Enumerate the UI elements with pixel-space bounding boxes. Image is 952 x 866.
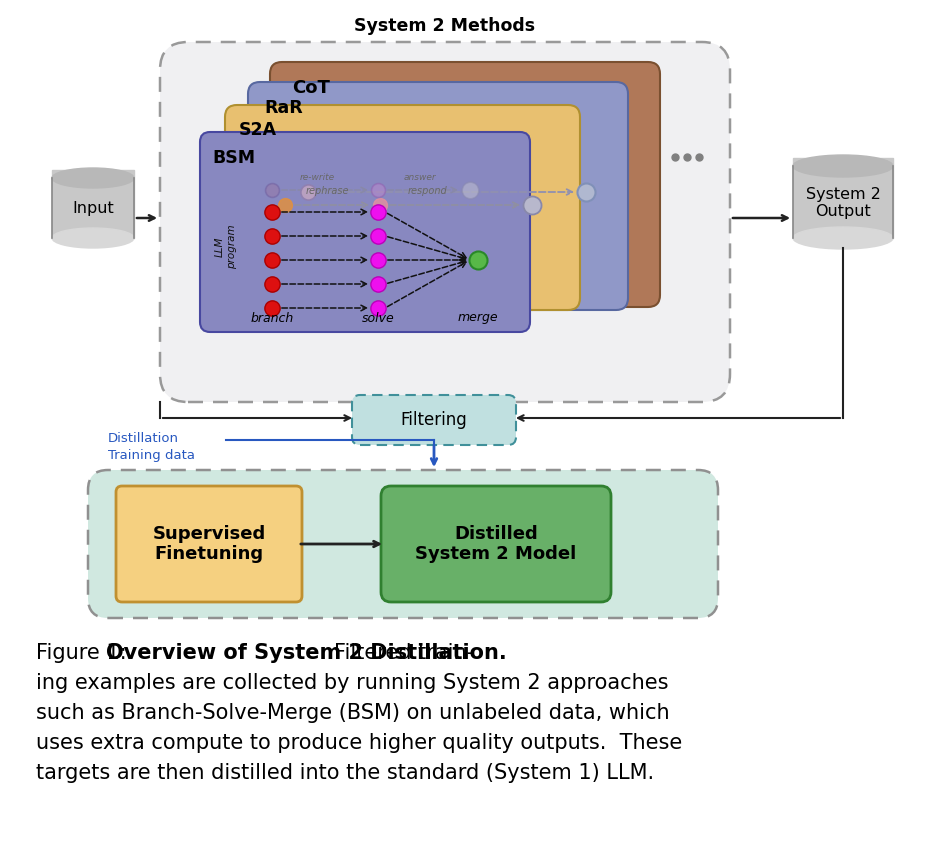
Text: CoT: CoT [292,79,330,97]
FancyBboxPatch shape [248,82,628,310]
Text: Figure 1:: Figure 1: [36,643,133,663]
FancyBboxPatch shape [200,132,530,332]
Text: Supervised
Finetuning: Supervised Finetuning [152,525,266,564]
Text: solve: solve [362,312,394,325]
Text: S2A: S2A [239,121,277,139]
Text: RaR: RaR [264,99,303,117]
Text: answer: answer [404,173,436,183]
FancyBboxPatch shape [381,486,611,602]
Text: BSM: BSM [212,149,255,167]
FancyBboxPatch shape [270,62,660,307]
Text: Overview of System 2 Distillation.: Overview of System 2 Distillation. [106,643,506,663]
Ellipse shape [793,155,893,177]
FancyBboxPatch shape [88,470,718,618]
Text: Input: Input [72,202,114,216]
Text: targets are then distilled into the standard (System 1) LLM.: targets are then distilled into the stan… [36,763,654,783]
Ellipse shape [52,168,134,188]
Text: System 2 Methods: System 2 Methods [354,17,536,35]
Text: System 2
Output: System 2 Output [805,187,881,219]
Text: merge: merge [458,312,498,325]
Text: such as Branch-Solve-Merge (BSM) on unlabeled data, which: such as Branch-Solve-Merge (BSM) on unla… [36,703,669,723]
Text: ing examples are collected by running System 2 approaches: ing examples are collected by running Sy… [36,673,668,693]
Text: branch: branch [250,312,293,325]
FancyBboxPatch shape [160,42,730,402]
Text: Distilled
System 2 Model: Distilled System 2 Model [415,525,577,564]
Text: Filtered train-: Filtered train- [334,643,474,663]
FancyBboxPatch shape [225,105,580,310]
Text: Filtering: Filtering [401,411,467,429]
Text: Distillation
Training data: Distillation Training data [108,432,195,462]
Ellipse shape [793,227,893,249]
Bar [793,158,893,238]
Ellipse shape [52,228,134,248]
Text: respond: respond [408,186,447,196]
FancyBboxPatch shape [116,486,302,602]
FancyBboxPatch shape [352,395,516,445]
Text: uses extra compute to produce higher quality outputs.  These: uses extra compute to produce higher qua… [36,733,683,753]
Text: LLM
program: LLM program [215,224,237,269]
Text: re-write: re-write [300,173,334,183]
Bar [52,170,134,238]
Text: rephrase: rephrase [306,186,348,196]
